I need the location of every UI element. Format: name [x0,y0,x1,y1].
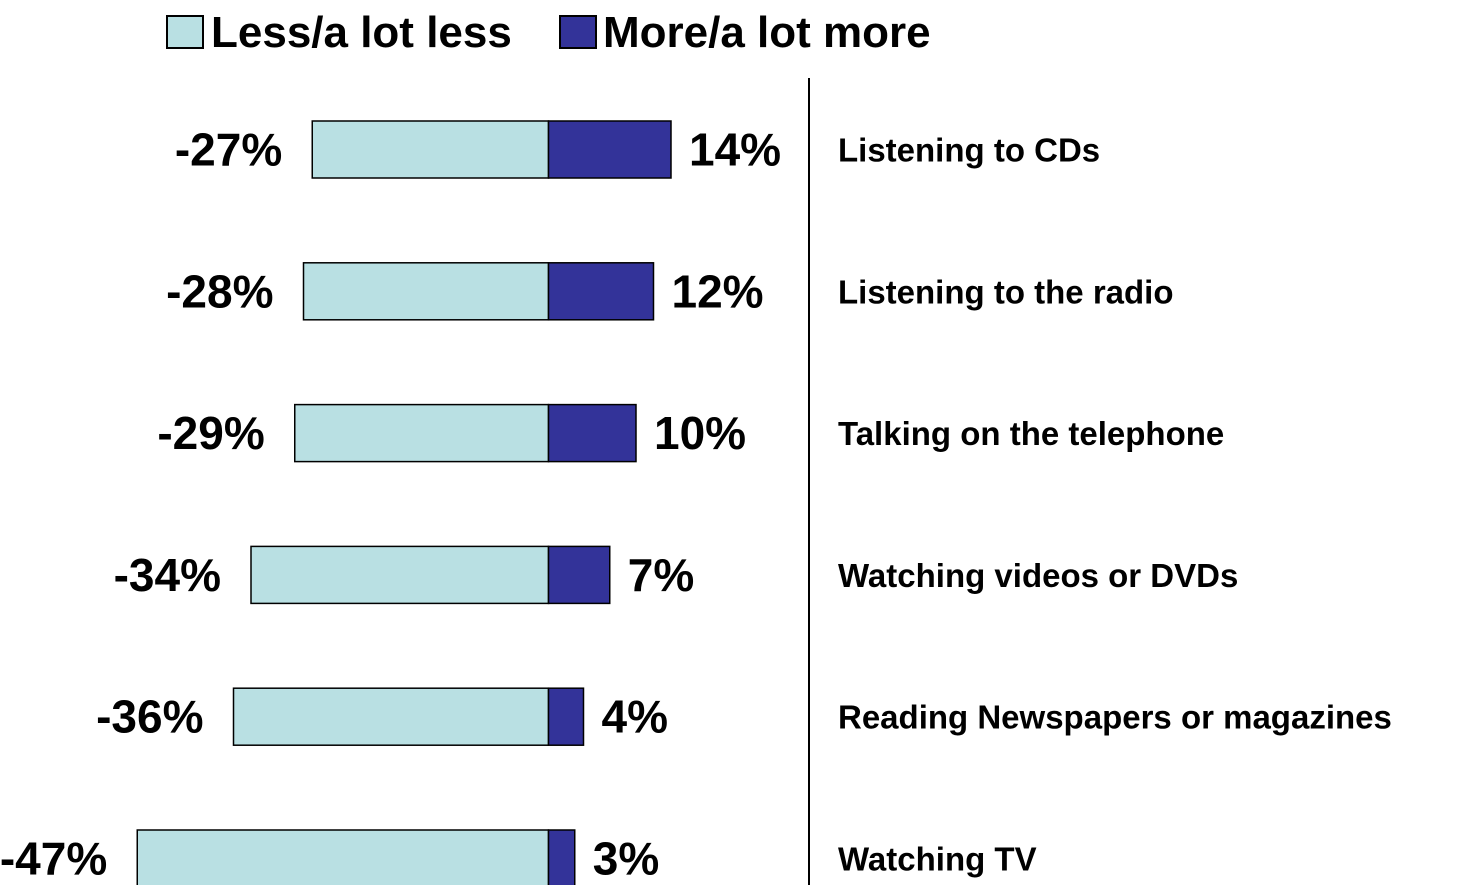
category-label: Watching videos or DVDs [838,557,1238,594]
legend: Less/a lot less More/a lot more [166,8,931,57]
data-label-less: -34% [114,549,221,601]
bar-more [547,545,611,605]
bar-more [547,829,576,885]
category-label: Watching TV [838,841,1037,878]
data-label-more: 4% [602,691,668,743]
bar-more [547,687,585,746]
legend-swatch-more [559,15,597,49]
bar-less [250,545,550,605]
data-label-less: -27% [175,124,282,176]
legend-swatch-less [166,15,204,49]
data-label-more: 10% [654,407,746,459]
data-label-less: -29% [157,407,264,459]
bar-more [547,120,672,179]
data-label-more: 3% [593,833,659,885]
bar-more [547,403,637,463]
category-label: Listening to CDs [838,132,1100,169]
category-label: Reading Newspapers or magazines [838,699,1392,736]
data-label-less: -47% [0,833,107,885]
bar-more [547,262,655,321]
data-label-more: 7% [628,549,694,601]
data-label-less: -28% [166,265,273,317]
legend-label-less: Less/a lot less [211,8,512,57]
category-label: Talking on the telephone [838,415,1224,452]
data-label-less: -36% [96,691,203,743]
bars-group: -27% 14% Listening to CDs -28% 12% Listening … [0,120,1392,885]
bar-less [302,262,550,321]
data-label-more: 12% [672,265,764,317]
legend-label-more: More/a lot more [603,8,931,57]
bar-less [294,403,550,463]
bar-less [232,687,550,746]
bar-less [136,829,550,885]
category-label: Listening to the radio [838,273,1174,310]
data-label-more: 14% [689,124,781,176]
bar-less [311,120,550,179]
